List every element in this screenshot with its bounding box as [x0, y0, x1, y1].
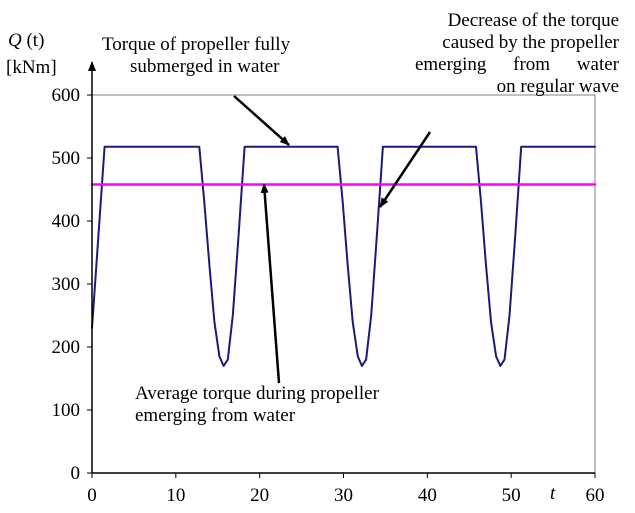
y-axis-symbol: Q: [8, 30, 22, 51]
annotation-decrease-line-4: on regular wave: [496, 76, 619, 97]
annotation-arrow-submerged: [233, 95, 290, 146]
annotation-average-line-2: emerging from water: [135, 405, 296, 426]
annotation-submerged: Torque of propeller fully submerged in w…: [102, 34, 290, 78]
annotation-average-line-1: Average torque during propeller: [135, 383, 379, 404]
x-tick-label: 50: [502, 485, 521, 506]
annotation-decrease-line-1: Decrease of the torque: [447, 10, 619, 31]
y-axis-title: Q (t): [8, 30, 44, 52]
y-axis-unit: [kNm]: [6, 57, 57, 78]
x-tick-label: 40: [418, 485, 437, 506]
annotation-submerged-line-2: submerged in water: [130, 56, 280, 77]
y-tick-label: 500: [52, 148, 81, 169]
x-tick-label: 60: [586, 485, 605, 506]
torque-series-line: [91, 145, 596, 367]
ticks-layer: 0 100 200 300 400 500 600 0 10 20 30 40 50 60: [52, 85, 605, 506]
y-tick-label: 400: [52, 211, 81, 232]
x-axis-title: t: [550, 483, 556, 504]
annotation-arrow-average: [260, 183, 281, 384]
x-tick-label: 20: [250, 485, 269, 506]
annotation-arrow-decrease: [378, 131, 432, 208]
x-tick-label: 0: [87, 485, 97, 506]
annotation-average: Average torque during propeller emerging…: [135, 383, 379, 427]
y-axis-argument: (t): [26, 30, 45, 51]
annotation-submerged-line-1: Torque of propeller fully: [102, 34, 291, 55]
x-tick-label: 30: [334, 485, 353, 506]
annotation-decrease: Decrease of the torque caused by the pro…: [394, 10, 619, 98]
annotation-decrease-line-3: emerging from water: [414, 54, 619, 75]
y-tick-label: 200: [52, 337, 81, 358]
annotation-decrease-line-2: caused by the propeller: [442, 32, 619, 53]
y-tick-label: 600: [52, 85, 81, 106]
y-tick-label: 300: [52, 274, 81, 295]
x-tick-label: 10: [166, 485, 185, 506]
y-tick-label: 100: [52, 400, 81, 421]
series-layer: [90, 145, 597, 367]
y-tick-label: 0: [71, 463, 81, 484]
